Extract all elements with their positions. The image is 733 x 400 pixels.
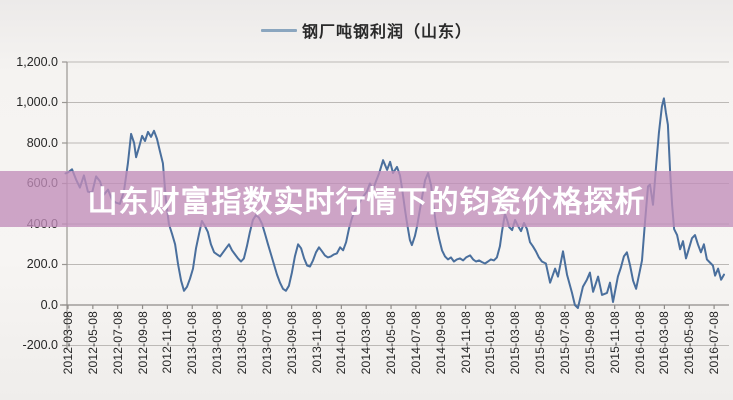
x-tick-label: 2016-01-08 bbox=[632, 311, 647, 375]
x-tick-label: 2014-05-08 bbox=[384, 311, 399, 375]
y-tick-label: 200.0 bbox=[26, 257, 58, 271]
x-tick-label: 2015-07-08 bbox=[558, 311, 572, 375]
x-tick-label: 2015-09-08 bbox=[582, 311, 597, 375]
x-tick-label: 2012-11-08 bbox=[160, 311, 175, 374]
x-tick-label: 2013-11-08 bbox=[309, 311, 324, 374]
headline-text: 山东财富指数实时行情下的钧瓷价格探析 bbox=[87, 186, 646, 219]
x-tick-label: 2013-05-08 bbox=[234, 311, 249, 375]
x-tick-label: 2015-05-08 bbox=[533, 311, 548, 375]
y-tick-label: 800.0 bbox=[26, 135, 58, 150]
chart-legend: 钢厂吨钢利润（山东） bbox=[0, 19, 733, 41]
y-tick-label: -200.0 bbox=[22, 338, 58, 352]
x-tick-label: 2016-03-08 bbox=[657, 311, 672, 375]
x-tick-label: 2014-03-08 bbox=[359, 311, 374, 375]
y-tick-label: 1,000.0 bbox=[16, 95, 58, 109]
y-tick-label: 1,200.0 bbox=[16, 54, 58, 69]
x-tick-label: 2012-09-08 bbox=[135, 311, 150, 375]
x-tick-label: 2013-03-08 bbox=[210, 311, 225, 375]
headline-banner: 山东财富指数实时行情下的钧瓷价格探析 bbox=[0, 171, 733, 227]
legend-line-sample-icon bbox=[260, 28, 297, 32]
x-tick-label: 2012-05-08 bbox=[85, 311, 100, 375]
y-tick-label: 0.0 bbox=[40, 297, 58, 312]
x-tick-label: 2014-09-08 bbox=[433, 311, 448, 375]
x-tick-label: 2016-07-08 bbox=[707, 311, 722, 375]
x-tick-label: 2014-01-08 bbox=[334, 311, 349, 375]
legend-series-label: 钢厂吨钢利润（山东） bbox=[301, 24, 472, 41]
x-tick-label: 2013-01-08 bbox=[185, 311, 200, 375]
x-tick-label: 2016-05-08 bbox=[682, 311, 697, 375]
x-tick-label: 2013-07-08 bbox=[259, 311, 274, 375]
x-tick-label: 2012-07-08 bbox=[110, 311, 125, 375]
x-tick-label: 2015-01-08 bbox=[483, 311, 498, 375]
x-tick-label: 2012-03-08 bbox=[61, 311, 75, 375]
x-tick-label: 2014-07-08 bbox=[408, 311, 423, 375]
x-tick-label: 2013-09-08 bbox=[284, 311, 299, 375]
x-tick-label: 2015-03-08 bbox=[508, 311, 523, 375]
x-tick-label: 2014-11-08 bbox=[458, 311, 473, 374]
x-tick-label: 2015-11-08 bbox=[607, 311, 622, 374]
